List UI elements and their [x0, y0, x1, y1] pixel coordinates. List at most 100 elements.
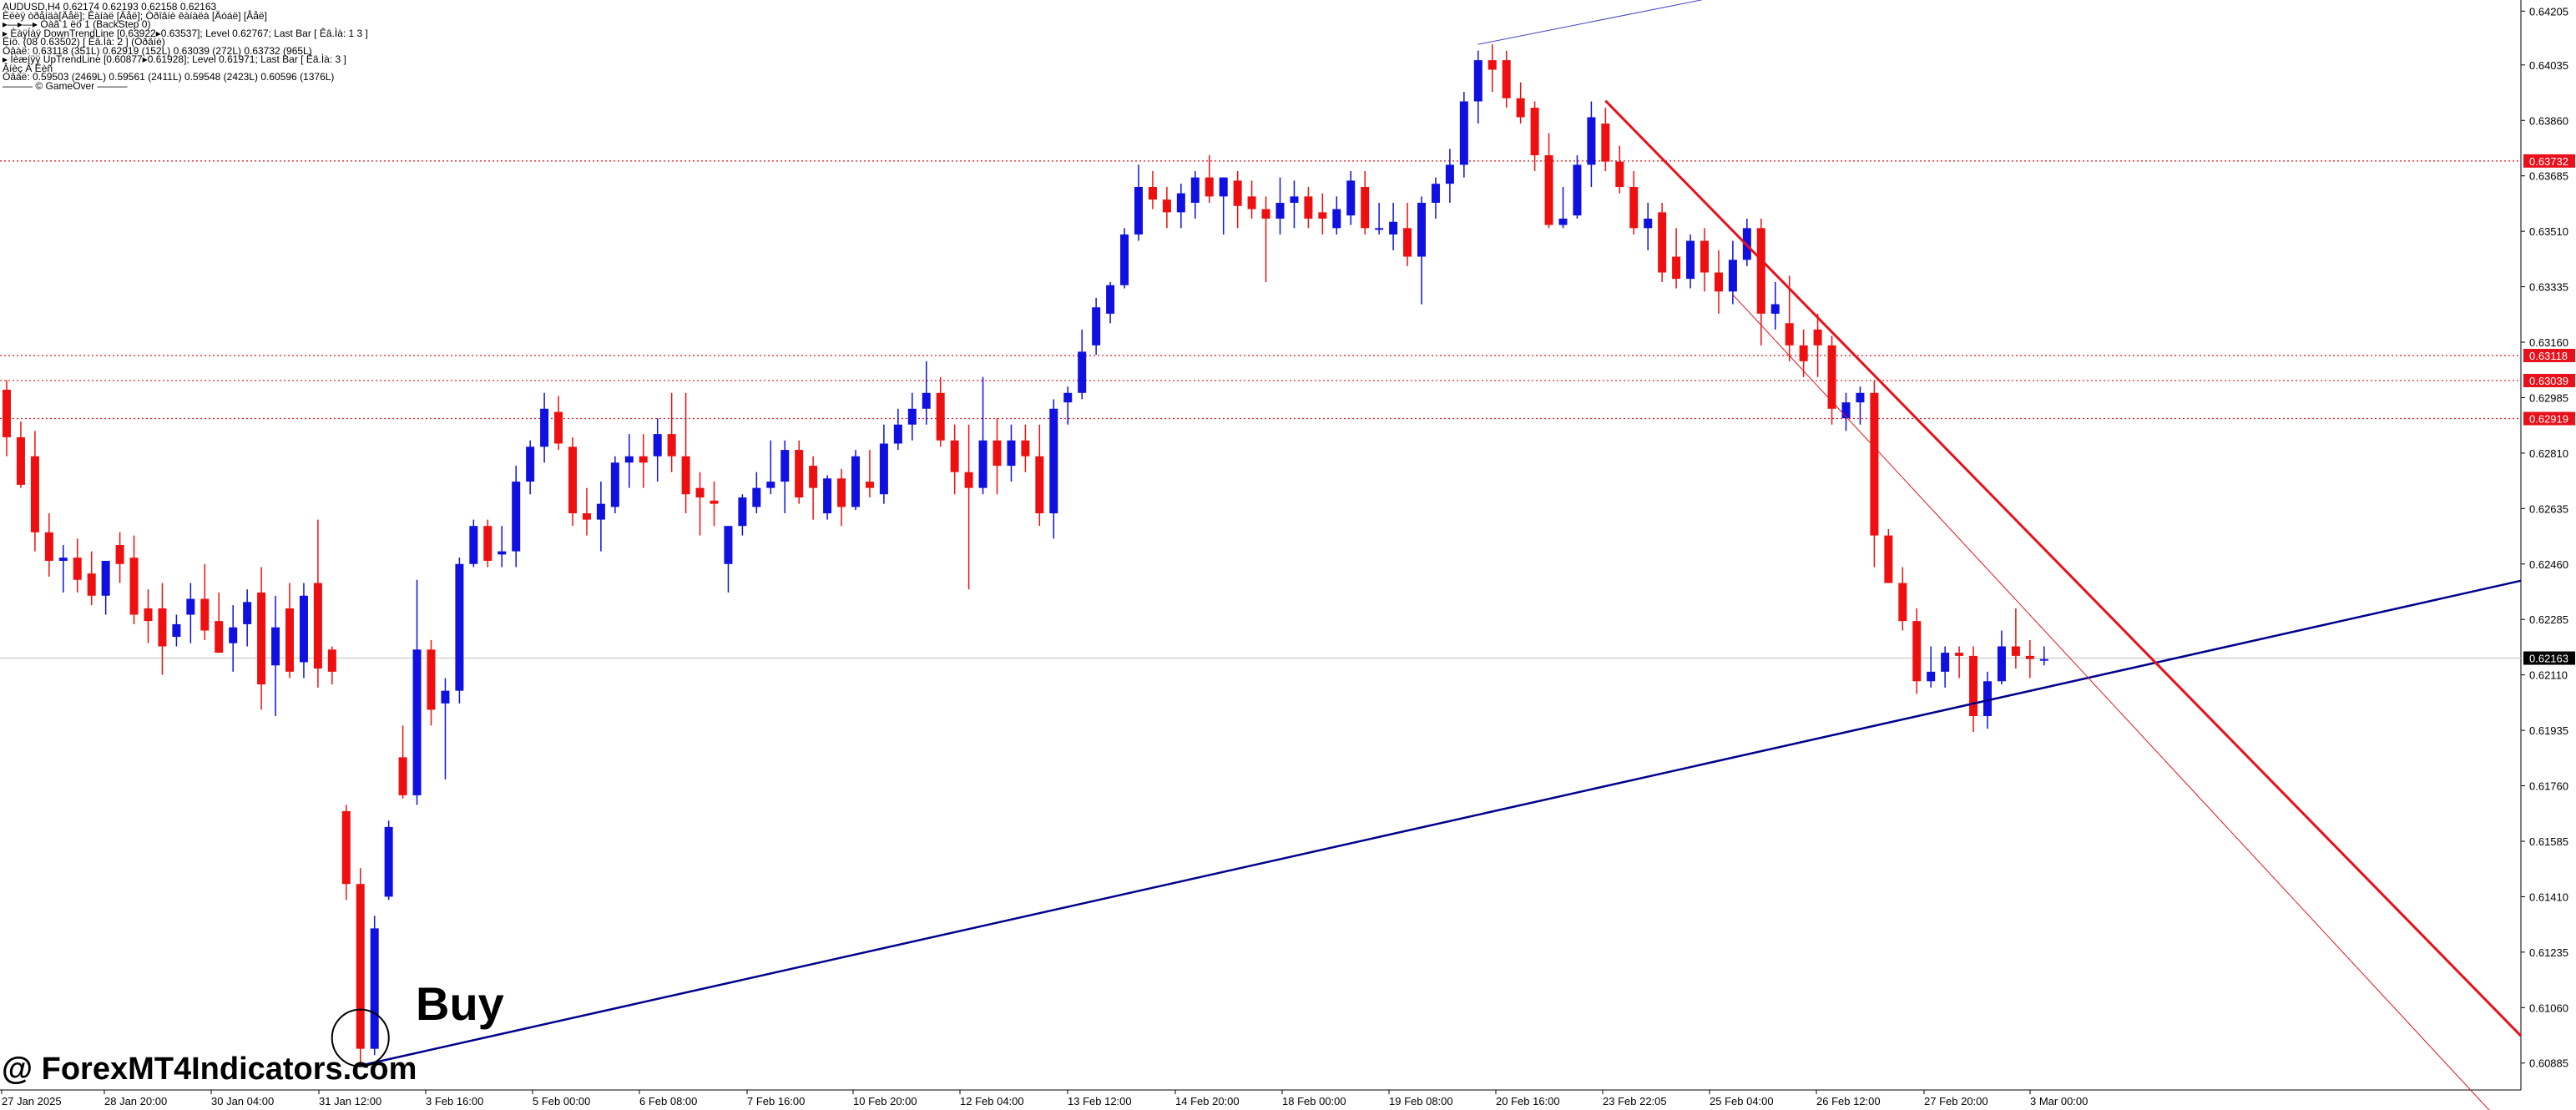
candle-body[interactable] — [1969, 655, 1978, 717]
candle-body[interactable] — [1615, 161, 1624, 187]
candle-body[interactable] — [879, 443, 888, 495]
candle-body[interactable] — [780, 450, 790, 482]
candle-body[interactable] — [1601, 124, 1610, 162]
candle-body[interactable] — [837, 478, 846, 507]
candle-body[interactable] — [950, 440, 959, 472]
candle-body[interactable] — [243, 602, 252, 624]
candle-body[interactable] — [893, 424, 902, 444]
candle-body[interactable] — [1290, 196, 1299, 203]
candle-body[interactable] — [540, 408, 549, 447]
candle-body[interactable] — [1162, 199, 1171, 213]
candle-body[interactable] — [1176, 193, 1185, 213]
trendline-uptrendline[interactable] — [360, 579, 2522, 1067]
candle-body[interactable] — [1389, 221, 1398, 235]
candle-body[interactable] — [200, 598, 210, 631]
candle-body[interactable] — [554, 411, 563, 444]
candle-body[interactable] — [73, 558, 82, 580]
candle-body[interactable] — [1658, 212, 1667, 273]
candle-body[interactable] — [215, 621, 224, 653]
candle-body[interactable] — [1445, 164, 1454, 184]
candle-body[interactable] — [1134, 186, 1143, 235]
candle-body[interactable] — [993, 440, 1002, 467]
candle-body[interactable] — [144, 608, 153, 622]
candle-body[interactable] — [809, 466, 818, 488]
candle-body[interactable] — [1304, 196, 1313, 219]
candle-body[interactable] — [257, 592, 266, 685]
candle-body[interactable] — [1417, 202, 1426, 257]
candle-body[interactable] — [1190, 177, 1200, 203]
candle-body[interactable] — [1912, 621, 1922, 682]
candle-body[interactable] — [1049, 408, 1058, 514]
candle-body[interactable] — [398, 757, 407, 795]
candle-body[interactable] — [370, 928, 379, 1049]
candle-body[interactable] — [1558, 218, 1568, 225]
candle-body[interactable] — [129, 558, 139, 615]
candle-body[interactable] — [724, 526, 733, 564]
candle-body[interactable] — [1078, 351, 1087, 393]
candle-body[interactable] — [469, 526, 478, 564]
candle-body[interactable] — [285, 608, 294, 672]
candle-body[interactable] — [1756, 228, 1765, 314]
candle-body[interactable] — [1898, 583, 1907, 622]
candle-body[interactable] — [412, 649, 422, 795]
candle-body[interactable] — [1063, 392, 1073, 403]
candle-body[interactable] — [1644, 218, 1653, 229]
candle-body[interactable] — [3, 389, 11, 437]
candle-body[interactable] — [1502, 60, 1511, 98]
candle-body[interactable] — [1148, 186, 1157, 200]
candle-body[interactable] — [483, 526, 492, 561]
candle-body[interactable] — [427, 649, 436, 710]
candle-body[interactable] — [639, 456, 648, 463]
candle-body[interactable] — [1233, 180, 1242, 206]
candle-body[interactable] — [752, 487, 761, 507]
candle-body[interactable] — [936, 392, 945, 441]
trendline-downtrendline[interactable] — [1604, 99, 2523, 1037]
candle-body[interactable] — [1884, 535, 1893, 583]
candle-body[interactable] — [1488, 60, 1497, 70]
candle-body[interactable] — [1785, 323, 1794, 346]
candle-body[interactable] — [356, 884, 365, 1049]
candle-body[interactable] — [526, 447, 535, 482]
candle-body[interactable] — [1021, 440, 1030, 457]
candle-body[interactable] — [1106, 285, 1115, 314]
candle-body[interactable] — [1841, 402, 1851, 419]
candle-body[interactable] — [30, 456, 39, 532]
candle-body[interactable] — [766, 482, 775, 488]
candle-body[interactable] — [58, 558, 68, 561]
candle-body[interactable] — [681, 456, 690, 495]
candle-body[interactable] — [1686, 240, 1695, 280]
candle-body[interactable] — [1275, 202, 1285, 219]
candle-body[interactable] — [1431, 184, 1440, 203]
candle-body[interactable] — [1530, 108, 1539, 156]
candle-body[interactable] — [1261, 209, 1270, 219]
candle-body[interactable] — [1770, 304, 1780, 314]
candle-body[interactable] — [1700, 240, 1709, 273]
candle-body[interactable] — [1813, 329, 1822, 346]
candle-body[interactable] — [384, 826, 393, 897]
candle-body[interactable] — [1856, 392, 1865, 403]
candle-body[interactable] — [1927, 671, 1936, 682]
candle-body[interactable] — [1629, 186, 1639, 229]
candle-body[interactable] — [44, 532, 53, 561]
candle-body[interactable] — [441, 690, 450, 704]
candle-body[interactable] — [1120, 234, 1129, 285]
candle-body[interactable] — [907, 408, 917, 425]
candle-body[interactable] — [271, 627, 280, 666]
candle-body[interactable] — [327, 649, 336, 672]
candle-body[interactable] — [1007, 440, 1016, 467]
candle-body[interactable] — [1587, 117, 1596, 165]
candle-body[interactable] — [1799, 345, 1808, 361]
candle-body[interactable] — [851, 456, 860, 507]
candle-body[interactable] — [1219, 177, 1228, 197]
candle-body[interactable] — [1941, 653, 1950, 672]
candle-body[interactable] — [823, 478, 832, 514]
candle-body[interactable] — [1092, 307, 1101, 346]
trendline-upchanneltop[interactable] — [1477, 0, 2521, 45]
candle-body[interactable] — [568, 447, 577, 514]
candle-body[interactable] — [313, 583, 322, 669]
candle-body[interactable] — [653, 434, 662, 457]
candle-body[interactable] — [2011, 646, 2020, 656]
candle-body[interactable] — [115, 545, 124, 564]
